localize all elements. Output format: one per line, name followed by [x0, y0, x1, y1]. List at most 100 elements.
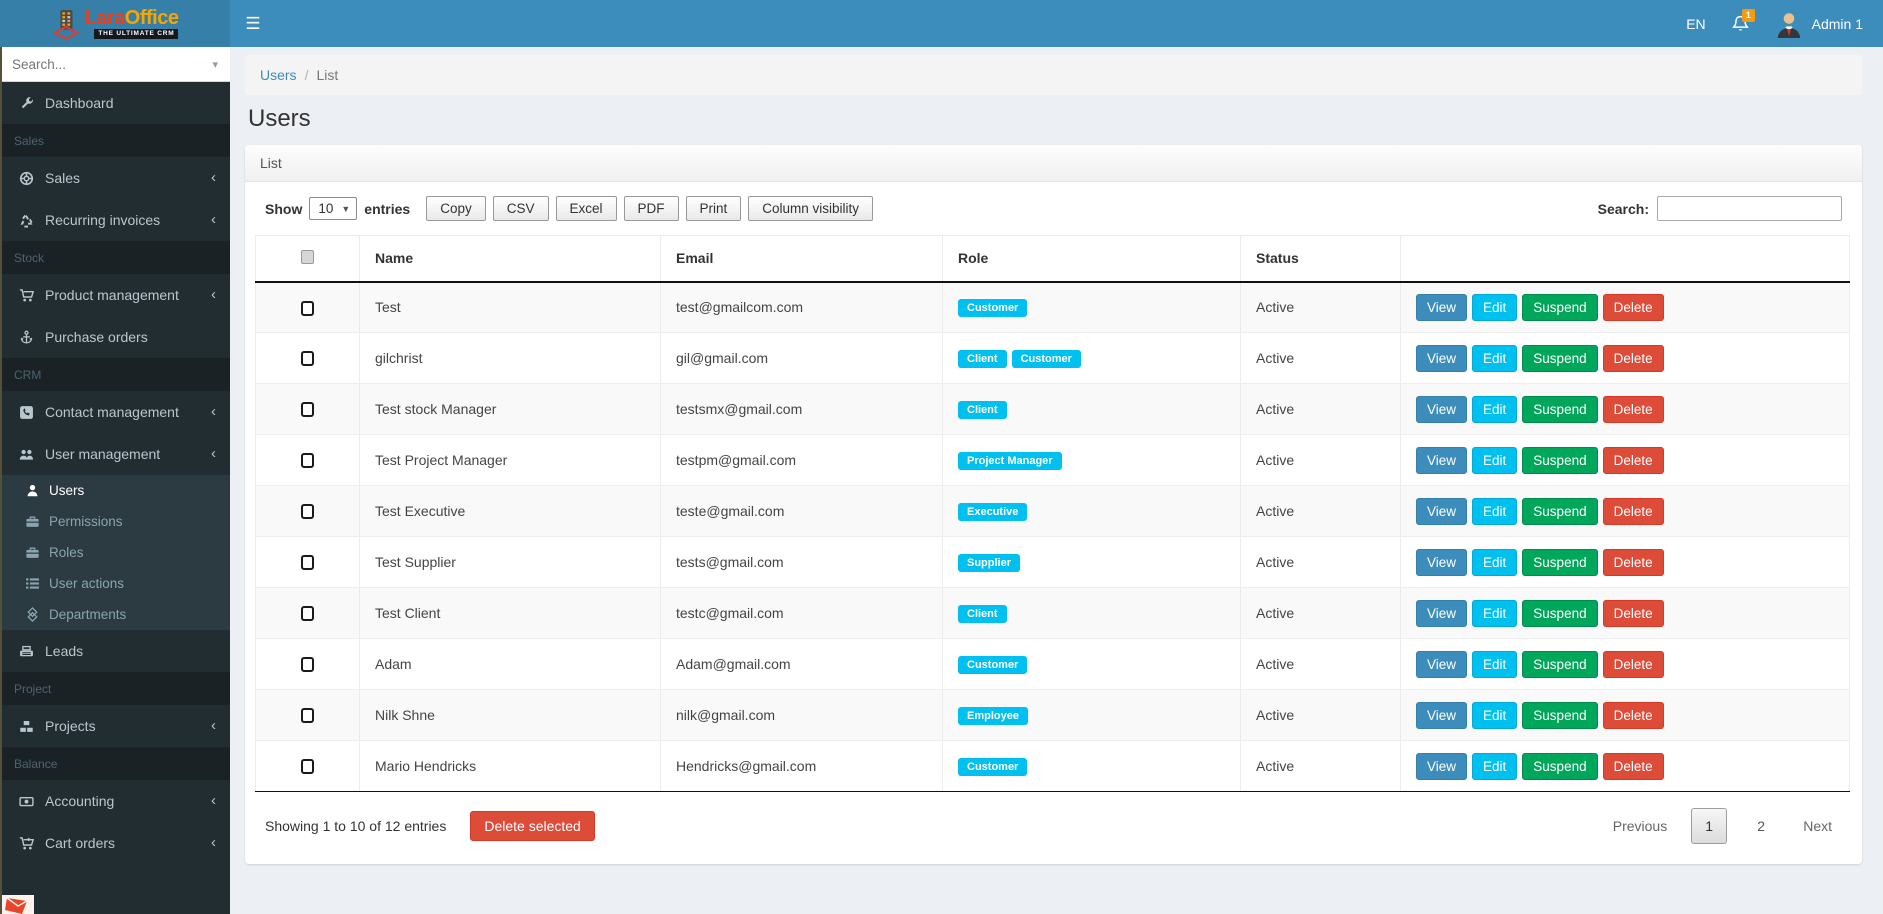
view-button[interactable]: View — [1416, 395, 1468, 423]
sidebar-item-purchase-orders[interactable]: Purchase orders — [0, 316, 230, 358]
suspend-button[interactable]: Suspend — [1522, 293, 1598, 321]
column-header-name[interactable]: Name — [359, 235, 661, 283]
sidebar-item-user-actions[interactable]: User actions — [0, 568, 230, 599]
caret-down-icon[interactable]: ▾ — [212, 58, 218, 71]
export-excel-button[interactable]: Excel — [555, 196, 617, 221]
suspend-button[interactable]: Suspend — [1522, 650, 1598, 678]
sidebar-item-leads[interactable]: Leads — [0, 630, 230, 672]
row-checkbox[interactable] — [301, 606, 314, 622]
suspend-button[interactable]: Suspend — [1522, 497, 1598, 525]
sidebar-item-permissions[interactable]: Permissions — [0, 506, 230, 537]
row-checkbox[interactable] — [301, 708, 314, 724]
pagination-page-2[interactable]: 2 — [1757, 818, 1766, 834]
view-button[interactable]: View — [1416, 548, 1468, 576]
table-row: Test Project Manager testpm@gmail.com Proj… — [255, 434, 1850, 486]
view-button[interactable]: View — [1416, 599, 1468, 627]
row-checkbox[interactable] — [301, 504, 314, 520]
row-checkbox[interactable] — [301, 351, 314, 367]
delete-button[interactable]: Delete — [1602, 548, 1664, 576]
pagination-next[interactable]: Next — [1803, 818, 1832, 834]
column-header-role[interactable]: Role — [942, 235, 1241, 283]
sidebar-item-cart-orders[interactable]: Cart orders ‹ — [0, 822, 230, 864]
row-checkbox[interactable] — [301, 402, 314, 418]
view-button[interactable]: View — [1416, 497, 1468, 525]
row-checkbox[interactable] — [301, 453, 314, 469]
language-selector[interactable]: EN — [1686, 15, 1706, 32]
delete-button[interactable]: Delete — [1602, 650, 1664, 678]
sidebar-item-users[interactable]: Users — [0, 475, 230, 506]
view-button[interactable]: View — [1416, 446, 1468, 474]
delete-button[interactable]: Delete — [1602, 395, 1664, 423]
edit-button[interactable]: Edit — [1472, 446, 1518, 474]
pagination-previous[interactable]: Previous — [1612, 818, 1668, 834]
select-all-checkbox[interactable] — [301, 249, 314, 264]
delete-selected-button[interactable]: Delete selected — [470, 811, 595, 841]
sidebar-item-sales[interactable]: Sales ‹ — [0, 157, 230, 199]
page-size-select[interactable]: 10 ▼ — [309, 197, 358, 220]
view-button[interactable]: View — [1416, 752, 1468, 780]
user-menu[interactable]: Admin 1 — [1775, 10, 1863, 38]
sidebar-item-departments[interactable]: Departments — [0, 599, 230, 630]
row-checkbox[interactable] — [301, 759, 314, 775]
view-button[interactable]: View — [1416, 701, 1468, 729]
sidebar-item-contact-management[interactable]: Contact management ‹ — [0, 391, 230, 433]
table-row: Test Client testc@gmail.com Client Active Vi… — [255, 587, 1850, 639]
brand-logo[interactable]: LaraOffice THE ULTIMATE CRM — [0, 0, 230, 47]
edit-button[interactable]: Edit — [1472, 548, 1518, 576]
suspend-button[interactable]: Suspend — [1522, 548, 1598, 576]
suspend-button[interactable]: Suspend — [1522, 752, 1598, 780]
user-roles: Client Customer — [942, 332, 1241, 384]
sidebar-item-recurring-invoices[interactable]: Recurring invoices ‹ — [0, 199, 230, 241]
row-checkbox[interactable] — [301, 300, 314, 316]
sidebar-item-roles[interactable]: Roles — [0, 537, 230, 568]
notifications-button[interactable]: 1 — [1731, 8, 1755, 33]
edit-button[interactable]: Edit — [1472, 599, 1518, 627]
row-checkbox[interactable] — [301, 555, 314, 571]
sidebar-item-dashboard[interactable]: Dashboard — [0, 82, 230, 124]
column-header-email[interactable]: Email — [660, 235, 943, 283]
export-column-visibility-button[interactable]: Column visibility — [748, 196, 874, 221]
delete-button[interactable]: Delete — [1602, 701, 1664, 729]
sidebar-item-label: Projects — [45, 718, 96, 734]
suspend-button[interactable]: Suspend — [1522, 701, 1598, 729]
export-copy-button[interactable]: Copy — [426, 196, 486, 221]
cart-icon — [14, 288, 38, 303]
delete-button[interactable]: Delete — [1602, 344, 1664, 372]
column-header-status[interactable]: Status — [1240, 235, 1401, 283]
export-csv-button[interactable]: CSV — [492, 196, 549, 221]
edit-button[interactable]: Edit — [1472, 293, 1518, 321]
pagination-page-1[interactable]: 1 — [1691, 808, 1728, 844]
sidebar-item-accounting[interactable]: Accounting ‹ — [0, 780, 230, 822]
export-print-button[interactable]: Print — [685, 196, 742, 221]
edit-button[interactable]: Edit — [1472, 650, 1518, 678]
sidebar-search-input[interactable] — [12, 56, 209, 72]
view-button[interactable]: View — [1416, 650, 1468, 678]
delete-button[interactable]: Delete — [1602, 752, 1664, 780]
edit-button[interactable]: Edit — [1472, 701, 1518, 729]
role-badge: Employee — [958, 706, 1028, 725]
view-button[interactable]: View — [1416, 344, 1468, 372]
table-controls: Show 10 ▼ entries Copy CSV Excel PDF Print Co… — [265, 196, 1842, 221]
table-search-input[interactable] — [1657, 196, 1842, 221]
delete-button[interactable]: Delete — [1602, 446, 1664, 474]
sidebar-toggle-button[interactable]: ☰ — [230, 0, 276, 47]
edit-button[interactable]: Edit — [1472, 344, 1518, 372]
sidebar-item-projects[interactable]: Projects ‹ — [0, 705, 230, 747]
edit-button[interactable]: Edit — [1472, 395, 1518, 423]
sidebar-item-label: Permissions — [49, 514, 123, 529]
suspend-button[interactable]: Suspend — [1522, 344, 1598, 372]
row-checkbox[interactable] — [301, 657, 314, 673]
sidebar-item-product-management[interactable]: Product management ‹ — [0, 274, 230, 316]
edit-button[interactable]: Edit — [1472, 752, 1518, 780]
edit-button[interactable]: Edit — [1472, 497, 1518, 525]
suspend-button[interactable]: Suspend — [1522, 446, 1598, 474]
delete-button[interactable]: Delete — [1602, 497, 1664, 525]
suspend-button[interactable]: Suspend — [1522, 599, 1598, 627]
suspend-button[interactable]: Suspend — [1522, 395, 1598, 423]
view-button[interactable]: View — [1416, 293, 1468, 321]
export-pdf-button[interactable]: PDF — [623, 196, 679, 221]
delete-button[interactable]: Delete — [1602, 599, 1664, 627]
sidebar-item-user-management[interactable]: User management ‹ — [0, 433, 230, 475]
delete-button[interactable]: Delete — [1602, 293, 1664, 321]
breadcrumb-users-link[interactable]: Users — [260, 67, 297, 83]
